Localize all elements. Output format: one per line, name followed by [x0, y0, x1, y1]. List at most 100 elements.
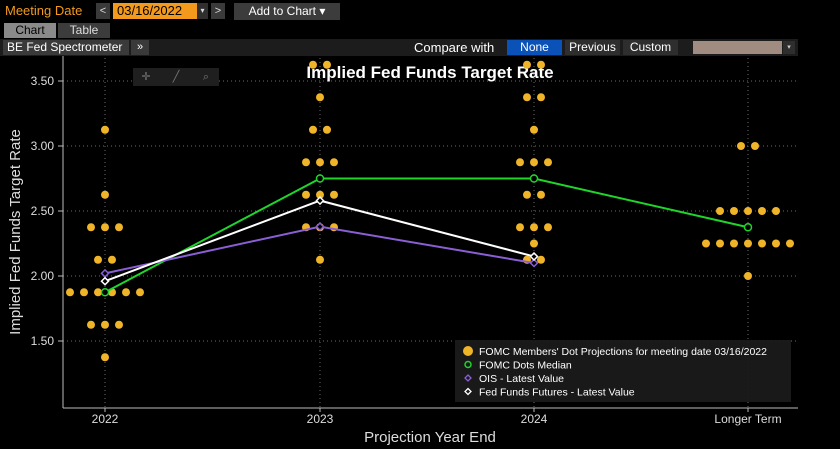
dot-projection — [544, 158, 552, 167]
dot-projection — [302, 190, 310, 199]
legend-marker — [463, 346, 473, 356]
dot-projection — [530, 158, 538, 167]
x-tick-label: Longer Term — [714, 412, 781, 426]
compare-label: Compare with — [414, 40, 495, 55]
y-tick-label: 3.50 — [31, 74, 55, 88]
dot-projection — [786, 239, 794, 248]
dot-projection — [316, 158, 324, 167]
dot-projection — [523, 190, 531, 199]
dot-projection — [530, 125, 538, 134]
draw-line-icon[interactable]: ╱ — [172, 71, 180, 83]
custom-dropdown-icon[interactable]: ▾ — [783, 41, 795, 54]
x-axis-title: Projection Year End — [364, 429, 496, 446]
dot-projection — [323, 125, 331, 134]
top-bar: Meeting Date < 03/16/2022 ▾ > Add to Cha… — [0, 0, 840, 22]
dot-projection — [744, 207, 752, 215]
dot-projection — [66, 288, 74, 297]
spectrometer-selector[interactable]: BE Fed Spectrometer — [3, 40, 129, 55]
dot-projection — [516, 158, 524, 167]
legend-label: OIS - Latest Value — [479, 373, 564, 385]
dot-projection — [530, 223, 538, 232]
series-marker — [315, 196, 325, 206]
dot-projection — [523, 60, 531, 69]
x-tick-label: 2023 — [307, 412, 334, 426]
series-marker — [315, 174, 325, 183]
dot-projection — [516, 223, 524, 232]
crosshair-icon[interactable]: ✛ — [141, 71, 151, 83]
dot-projection — [772, 207, 780, 215]
dot-projection — [544, 223, 552, 232]
date-dropdown-icon[interactable]: ▾ — [197, 3, 208, 19]
legend-label: Fed Funds Futures - Latest Value — [479, 387, 635, 399]
chart-title: Implied Fed Funds Target Rate — [306, 63, 553, 82]
dot-projection — [101, 223, 109, 232]
dot-projection — [716, 207, 724, 215]
chevron-right-icon[interactable]: > — [211, 3, 225, 19]
dot-projection — [330, 158, 338, 167]
zoom-icon[interactable]: ⌕ — [202, 71, 210, 83]
dot-projection — [94, 288, 102, 297]
dot-projection — [80, 288, 88, 297]
legend-marker — [464, 374, 472, 382]
expand-icon[interactable]: » — [131, 40, 149, 55]
dot-projection — [101, 353, 109, 362]
dot-projection — [309, 60, 317, 69]
y-tick-label: 2.50 — [31, 204, 55, 218]
legend-label: FOMC Members' Dot Projections for meetin… — [479, 346, 767, 358]
legend-marker — [464, 387, 472, 396]
dot-projection — [523, 93, 531, 102]
chevron-left-icon[interactable]: < — [96, 3, 110, 19]
dot-projection — [758, 207, 766, 215]
legend-box — [455, 340, 791, 402]
chart-toolbar: BE Fed Spectrometer » Compare with None … — [0, 39, 798, 56]
custom-color-swatch[interactable] — [693, 41, 782, 54]
meeting-date-label: Meeting Date — [5, 3, 83, 18]
y-tick-label: 2.00 — [31, 269, 55, 283]
tab-table[interactable]: Table — [58, 23, 110, 38]
series-marker — [315, 222, 325, 232]
compare-previous-button[interactable]: Previous — [565, 40, 620, 55]
legend-marker — [464, 360, 472, 369]
dot-projection — [316, 255, 324, 264]
tab-chart[interactable]: Chart — [4, 23, 56, 38]
x-tick-label: 2022 — [92, 412, 119, 426]
y-tick-label: 3.00 — [31, 139, 55, 153]
dot-projection — [758, 239, 766, 248]
dot-projection — [737, 142, 745, 150]
dot-projection — [101, 320, 109, 329]
series-marker — [100, 288, 110, 297]
y-axis-title: Implied Fed Funds Target Rate — [7, 129, 24, 335]
dot-projection — [87, 320, 95, 329]
dot-projection — [744, 272, 752, 280]
add-to-chart-button[interactable]: Add to Chart ▾ — [234, 3, 340, 20]
dot-projection — [537, 60, 545, 69]
dot-projection — [101, 190, 109, 199]
dot-projection — [730, 207, 738, 215]
chart-tools: ✛ ╱ ⌕ — [133, 68, 219, 86]
dot-projection — [309, 125, 317, 134]
dot-projection — [751, 142, 759, 150]
series-marker — [529, 251, 539, 262]
dot-projection — [530, 239, 538, 248]
compare-none-button[interactable]: None — [507, 40, 562, 55]
dot-projection — [108, 255, 116, 264]
dot-projection — [716, 239, 724, 248]
dot-projection — [136, 288, 144, 297]
dot-projection — [316, 93, 324, 102]
dot-projection — [94, 255, 102, 264]
series-marker — [100, 276, 110, 286]
dot-projection — [702, 239, 710, 248]
dot-projection — [730, 239, 738, 248]
series-marker — [529, 258, 539, 268]
dot-projection — [115, 223, 123, 232]
meeting-date-input[interactable]: 03/16/2022 — [113, 3, 197, 19]
dot-projection — [537, 93, 545, 102]
dot-projection — [537, 255, 545, 264]
dot-projection — [537, 190, 545, 199]
dot-projection — [115, 320, 123, 329]
series-marker — [743, 223, 753, 232]
compare-custom-button[interactable]: Custom — [623, 40, 678, 55]
y-tick-label: 1.50 — [31, 334, 55, 348]
dot-projection — [323, 60, 331, 69]
dot-projection — [122, 288, 130, 297]
